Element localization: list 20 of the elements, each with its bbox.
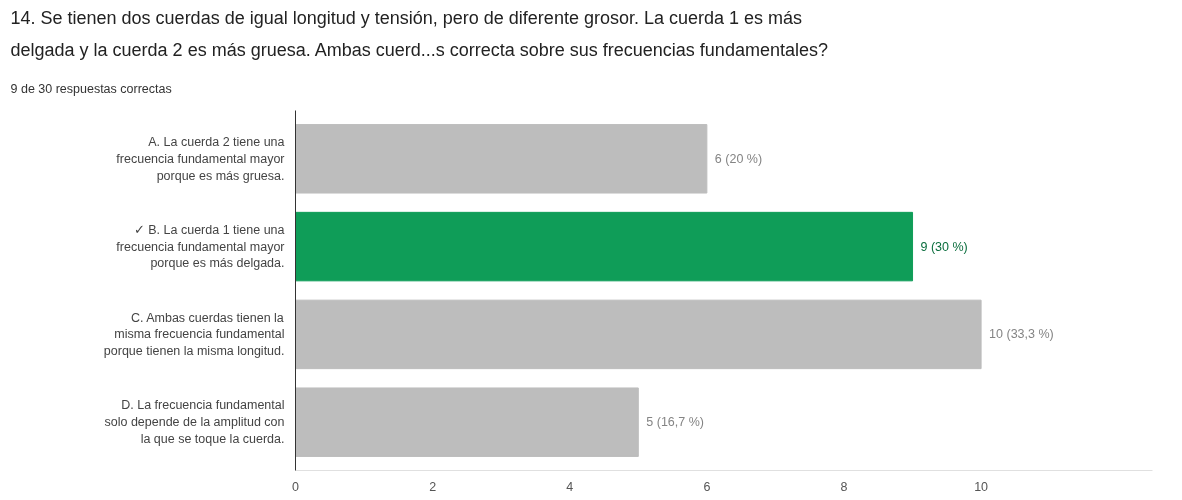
- data-label: 6 (20 %): [714, 151, 763, 166]
- x-tick-label: 6: [703, 479, 711, 494]
- y-tick-label: C. Ambas cuerdas tienen la misma frecuencia fundamental porque tienen la misma longitud.: [103, 310, 285, 359]
- bar: [295, 387, 639, 457]
- bar: [295, 124, 708, 194]
- y-tick-label: A. La cuerda 2 tiene una frecuencia fundamental mayor porque es más gruesa.: [116, 134, 285, 183]
- y-tick-label: D. La frecuencia fundamental solo depende de la amplitud con la que se toque la cuerda.: [104, 398, 285, 447]
- x-tick-label: 10: [974, 479, 989, 494]
- x-tick-label: 0: [292, 479, 300, 494]
- chart-title: 14. Se tienen dos cuerdas de igual longitud y tensión, pero de diferente grosor. La cuerda 1 es más delgada y la cuerda 2 es más gruesa. Ambas cuerd...s correcta sobre sus frecuencias fundamentales?: [10, 7, 828, 60]
- bar: [295, 299, 982, 370]
- x-tick-label: 4: [566, 479, 574, 494]
- bar: [295, 211, 914, 282]
- text: 9 de 30 respuestas correctas: [10, 81, 172, 96]
- data-label: 9 (30 %): [920, 239, 968, 254]
- x-tick-label: 2: [429, 479, 437, 494]
- data-label: 10 (33,3 %): [989, 327, 1054, 342]
- data-label: 5 (16,7 %): [646, 415, 704, 430]
- y-tick-label: ✓ B. La cuerda 1 tiene una frecuencia fundamental mayor porque es más delgada.: [116, 222, 285, 271]
- x-tick-label: 8: [840, 479, 848, 494]
